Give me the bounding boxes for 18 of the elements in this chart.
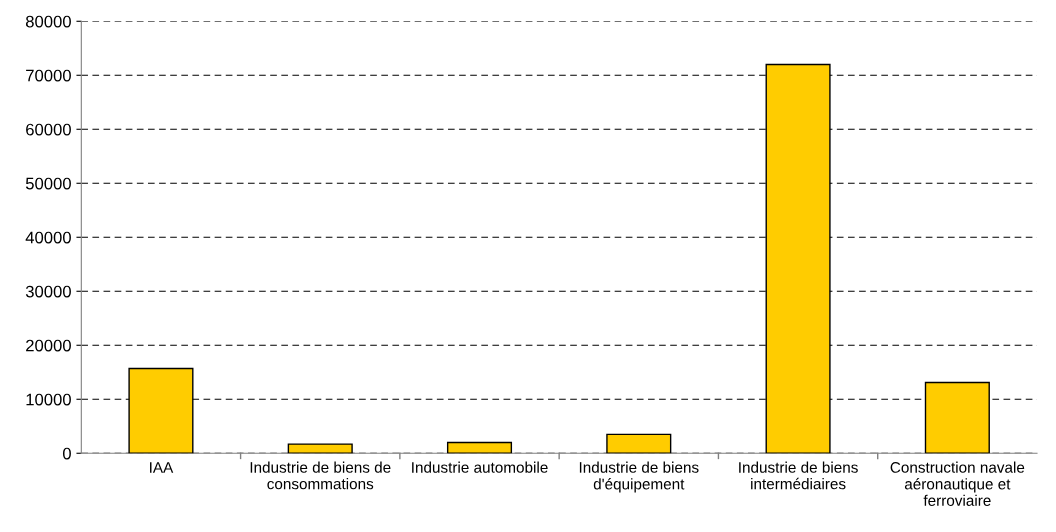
x-tick-label: Industrie de biens intermédiaires [739,461,858,490]
y-tick-label: 80000 [25,15,71,28]
x-tick-label: Industrie de biens d'équipement [579,461,699,493]
y-tick-label: 10000 [26,393,71,406]
y-tick-label: 70000 [26,69,71,82]
y-tick-label: 20000 [26,339,71,352]
bar [287,443,353,454]
y-tick-label: 60000 [26,123,71,136]
y-tick-label: 30000 [25,285,71,298]
x-tick-label: Construction navale aéronautique et ferroviaire [890,461,1025,506]
y-tick-label: 40000 [25,231,71,244]
x-tick-label: IAA [150,462,174,473]
y-tick-label: 0 [62,447,71,460]
bar [606,433,672,454]
bar [446,441,513,454]
y-tick-label: 50000 [25,177,71,190]
x-tick-label: Industrie de biens de consommations [250,461,391,490]
x-tick-label: Industrie automobile [412,461,548,473]
